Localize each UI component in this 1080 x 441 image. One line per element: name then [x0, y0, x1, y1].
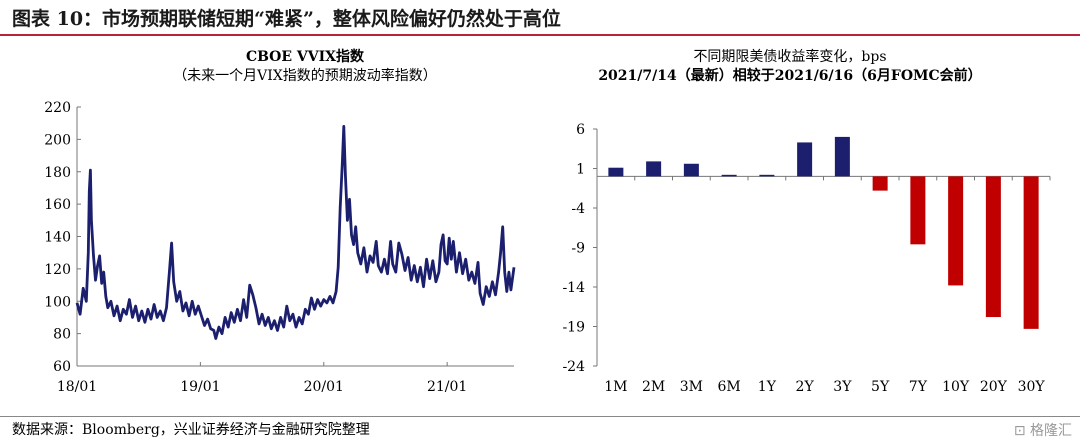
vvix-chart-subtitle: （未来一个月VIX指数的预期波动率指数）: [173, 68, 437, 84]
yield-category-label: 3Y: [833, 379, 852, 395]
yield-category-label: 20Y: [980, 379, 1008, 395]
vvix-chart-title-block: CBOE VVIX指数 （未来一个月VIX指数的预期波动率指数）: [70, 48, 540, 86]
yield-chart-title: 不同期限美债收益率变化，bps: [693, 49, 887, 65]
vvix-chart-title: CBOE VVIX指数: [245, 49, 365, 65]
yield-category-label: 2Y: [796, 379, 815, 395]
yield-bar-3m: [683, 163, 699, 177]
yield-change-bar-chart: 6 1 -4 -9 -14 -19 -24 1M 2M 3M 6M 1Y 2Y 3Y 5Y 7Y 10Y 20Y 3…: [562, 122, 1051, 395]
yield-bar-2m: [646, 161, 662, 177]
yield-category-label: 1M: [604, 379, 627, 395]
yield-bar-6m: [721, 174, 737, 177]
vvix-line-chart: 60 80 100 120 140 160 180 200 220 18/01 19/01 20/01…: [44, 100, 516, 395]
vvix-y-tick-label: 200: [44, 132, 71, 148]
yield-bar-7y: [910, 176, 926, 245]
yield-bar-30y: [1023, 176, 1039, 329]
vvix-y-tick-label: 80: [53, 327, 71, 343]
yield-y-tick-label: 6: [576, 122, 585, 138]
yield-category-label: 5Y: [871, 379, 890, 395]
bottom-rule: [0, 416, 1080, 417]
vvix-x-tick-label: 18/01: [57, 379, 97, 395]
yield-bar-1m: [608, 167, 624, 177]
yield-bar-20y: [985, 176, 1001, 318]
watermark-text: 格隆汇: [1030, 423, 1072, 439]
vvix-y-tick-label: 160: [44, 197, 71, 213]
yield-chart-subtitle: 2021/7/14（最新）相较于2021/6/16（6月FOMC会前）: [598, 68, 982, 84]
yield-category-label: 2M: [642, 379, 665, 395]
yield-bar-1y: [759, 174, 775, 177]
vvix-y-tick-label: 120: [44, 262, 71, 278]
vvix-y-tick-label: 180: [44, 165, 71, 181]
yield-category-label: 10Y: [942, 379, 970, 395]
yield-category-label: 7Y: [909, 379, 928, 395]
yield-y-tick-label: -24: [562, 359, 585, 375]
yield-y-tick-label: 1: [576, 162, 585, 178]
source-note: 数据来源：Bloomberg，兴业证券经济与金融研究院整理: [12, 422, 370, 438]
yield-bar-2y: [797, 142, 813, 177]
yield-category-label: 3M: [680, 379, 703, 395]
watermark-logo: ⊡ 格隆汇: [1013, 423, 1072, 439]
vvix-x-tick-label: 21/01: [427, 379, 467, 395]
vvix-x-tick-label: 20/01: [304, 379, 344, 395]
yield-y-tick-label: -9: [571, 241, 585, 257]
yield-chart-title-block: 不同期限美债收益率变化，bps 2021/7/14（最新）相较于2021/6/1…: [560, 48, 1020, 86]
vvix-y-tick-label: 60: [53, 359, 71, 375]
title-rule: [0, 34, 1080, 36]
vvix-series-line: [75, 125, 516, 340]
yield-bar-5y: [872, 176, 888, 191]
yield-bar-3y: [834, 136, 850, 177]
vvix-y-tick-label: 100: [44, 294, 71, 310]
yield-category-label: 30Y: [1018, 379, 1046, 395]
vvix-y-tick-label: 140: [44, 230, 71, 246]
yield-category-label: 6M: [718, 379, 741, 395]
yield-category-label: 1Y: [758, 379, 777, 395]
vvix-x-tick-label: 19/01: [180, 379, 220, 395]
vvix-y-tick-label: 220: [44, 100, 71, 116]
yield-y-tick-label: -19: [562, 320, 585, 336]
yield-bar-10y: [948, 176, 964, 286]
yield-y-tick-label: -4: [571, 201, 585, 217]
figure-title: 图表 10：市场预期联储短期“难紧”，整体风险偏好仍然处于高位: [12, 8, 561, 30]
yield-y-tick-label: -14: [562, 280, 585, 296]
